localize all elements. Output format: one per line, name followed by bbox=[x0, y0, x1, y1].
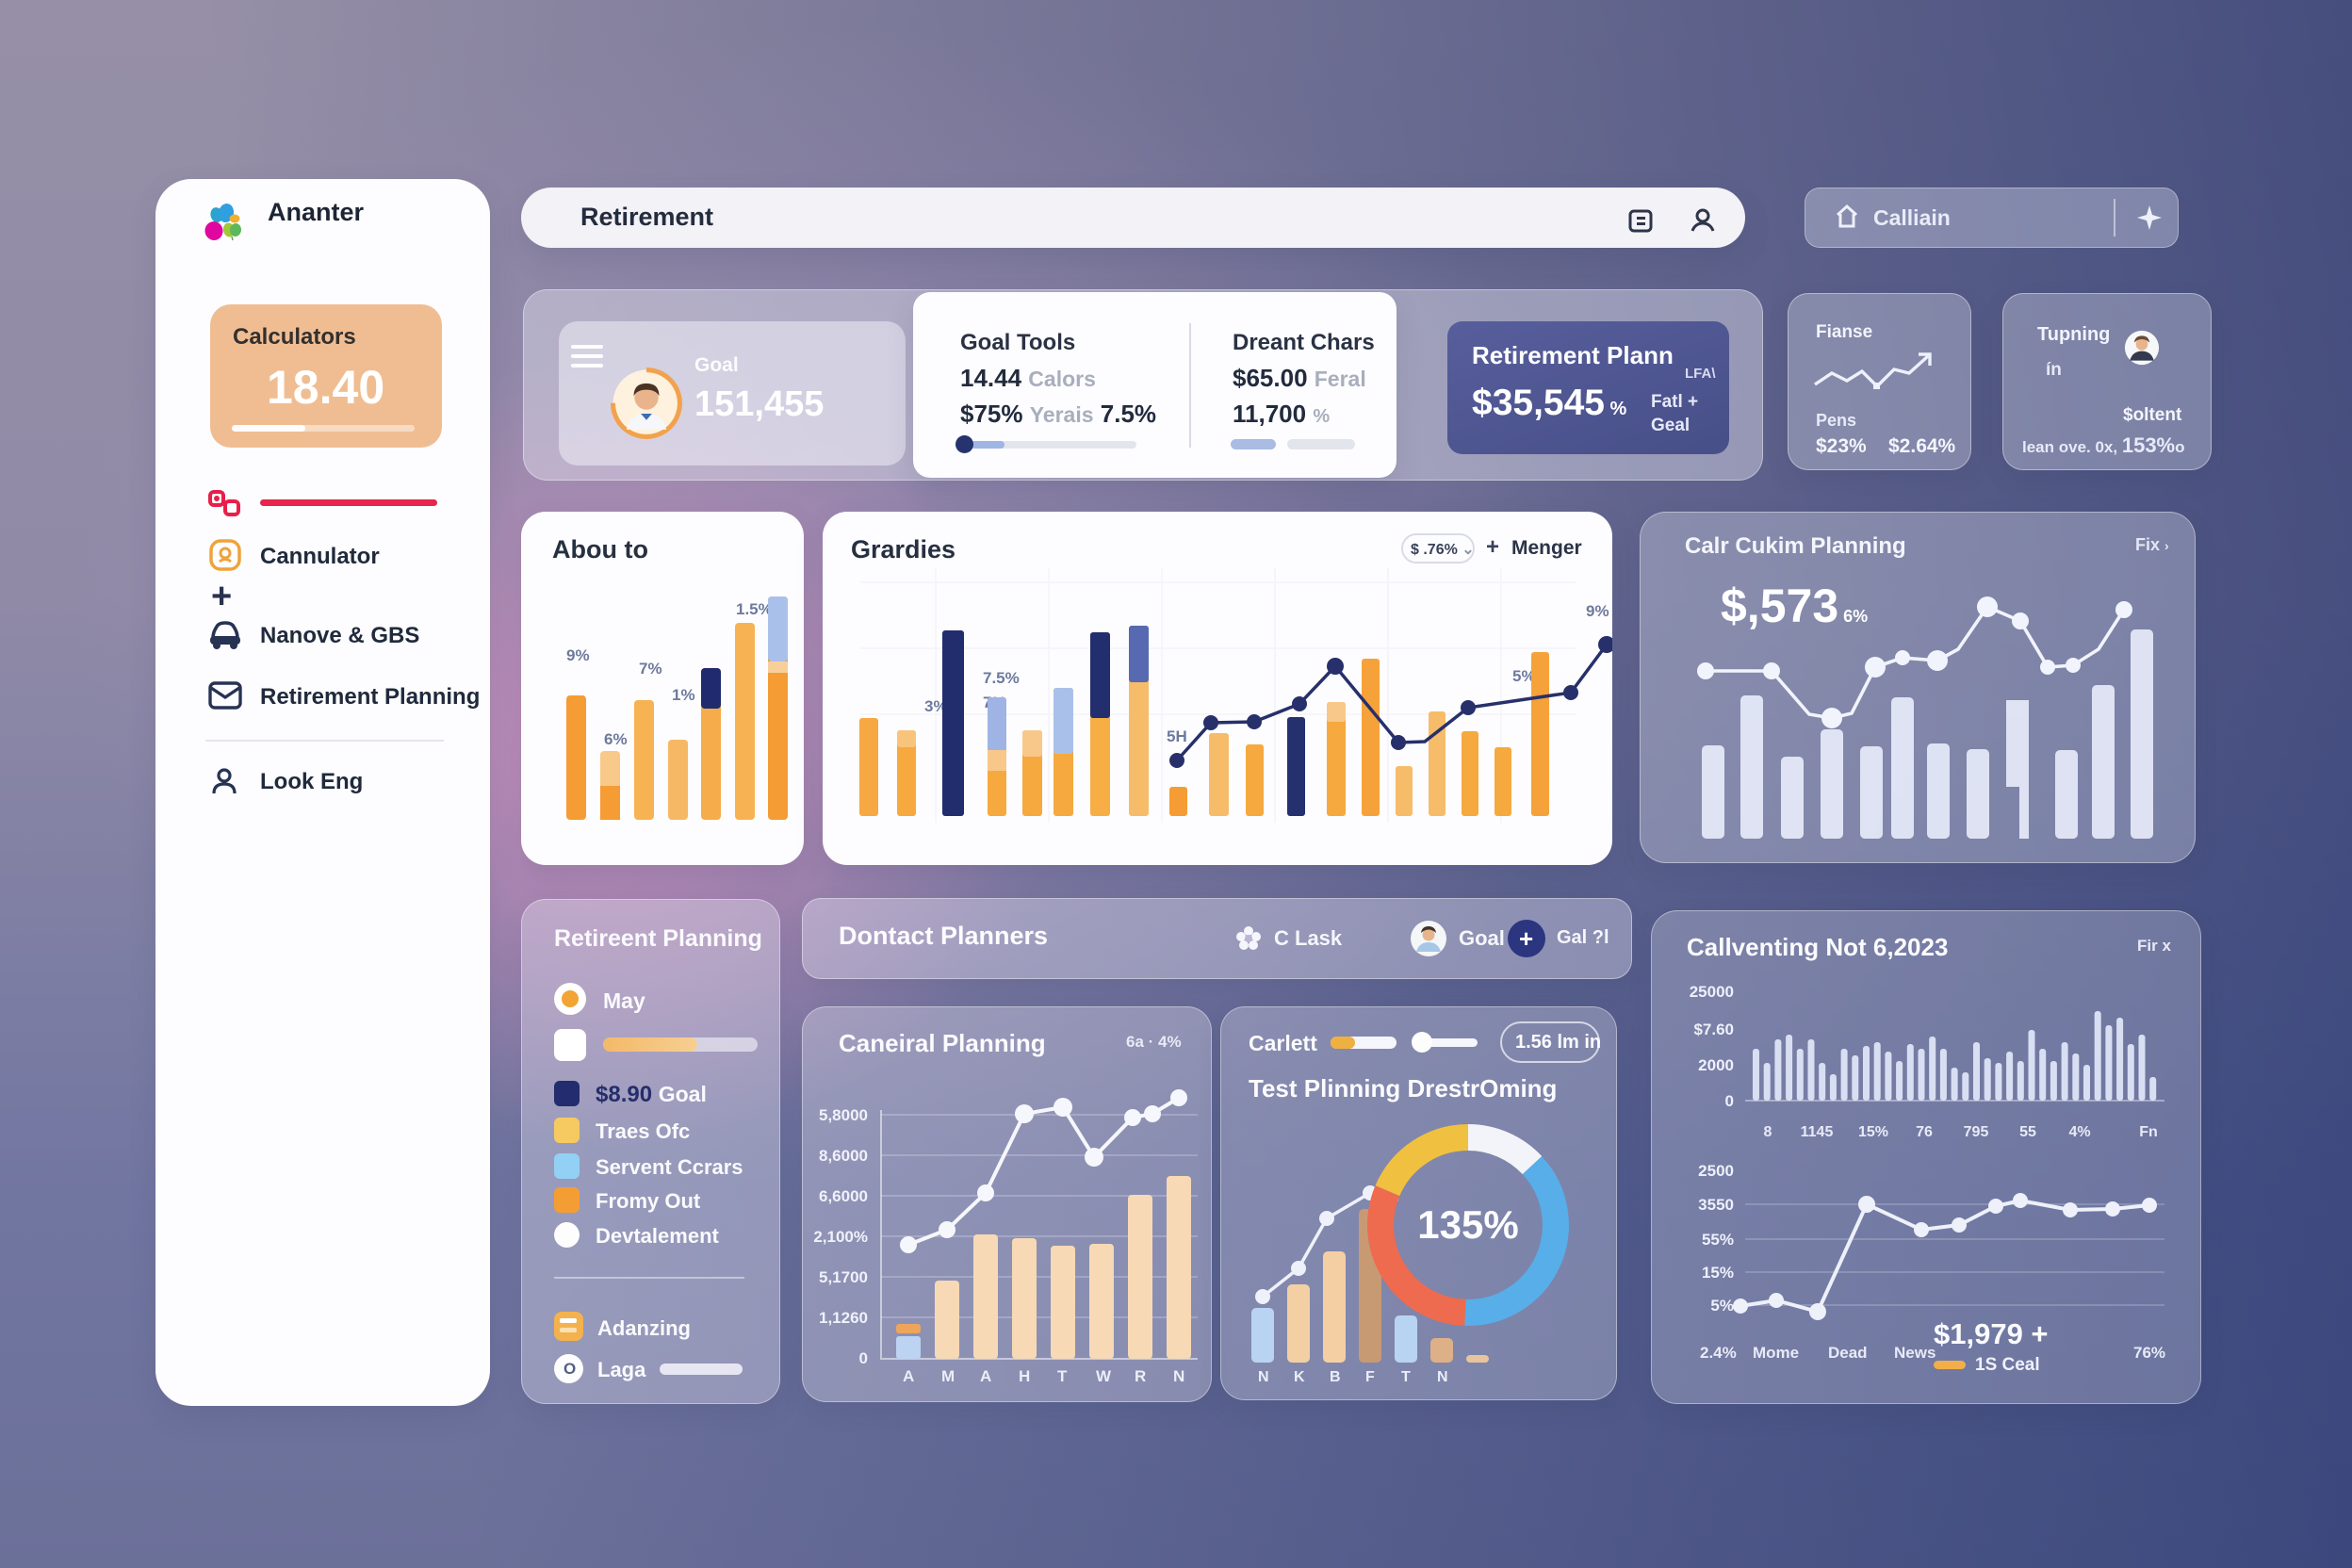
svg-text:9%: 9% bbox=[566, 646, 590, 664]
svg-text:W: W bbox=[1096, 1367, 1112, 1385]
svg-text:0: 0 bbox=[859, 1349, 868, 1367]
svg-text:N: N bbox=[1173, 1367, 1184, 1385]
svg-text:B: B bbox=[1330, 1369, 1341, 1385]
svg-text:6,6000: 6,6000 bbox=[819, 1187, 868, 1205]
svg-text:1S Ceal: 1S Ceal bbox=[1975, 1355, 2040, 1375]
svg-text:1%: 1% bbox=[672, 686, 695, 704]
svg-text:5,1700: 5,1700 bbox=[819, 1268, 868, 1286]
svg-text:$1,979 +: $1,979 + bbox=[1934, 1317, 2049, 1350]
svg-text:7%: 7% bbox=[639, 660, 662, 678]
svg-text:2000: 2000 bbox=[1698, 1056, 1734, 1074]
svg-text:135%: 135% bbox=[1417, 1202, 1518, 1247]
svg-text:9%: 9% bbox=[1586, 602, 1609, 620]
svg-text:N: N bbox=[1437, 1369, 1448, 1385]
svg-text:F: F bbox=[1365, 1369, 1375, 1385]
svg-text:T: T bbox=[1057, 1367, 1068, 1385]
svg-text:4%: 4% bbox=[2068, 1124, 2090, 1140]
svg-text:5,8000: 5,8000 bbox=[819, 1106, 868, 1124]
svg-text:6%: 6% bbox=[604, 730, 628, 748]
svg-text:2500: 2500 bbox=[1698, 1162, 1734, 1180]
svg-text:A: A bbox=[980, 1367, 991, 1385]
svg-text:News: News bbox=[1894, 1344, 1936, 1362]
svg-text:5%: 5% bbox=[1512, 667, 1536, 685]
svg-text:7.5%: 7.5% bbox=[983, 669, 1020, 687]
svg-text:55: 55 bbox=[2019, 1124, 2036, 1140]
svg-text:5H: 5H bbox=[1167, 727, 1187, 745]
svg-text:3%: 3% bbox=[924, 697, 948, 715]
svg-text:1145: 1145 bbox=[1801, 1124, 1834, 1140]
svg-text:3550: 3550 bbox=[1698, 1196, 1734, 1214]
svg-text:N: N bbox=[1258, 1369, 1269, 1385]
svg-text:25000: 25000 bbox=[1690, 983, 1734, 1001]
svg-text:15%: 15% bbox=[1858, 1124, 1888, 1140]
svg-text:K: K bbox=[1294, 1369, 1305, 1385]
svg-text:A: A bbox=[903, 1367, 914, 1385]
svg-text:5%: 5% bbox=[1710, 1297, 1734, 1315]
svg-text:H: H bbox=[1019, 1367, 1030, 1385]
svg-text:15%: 15% bbox=[1702, 1264, 1734, 1282]
svg-text:R: R bbox=[1135, 1367, 1146, 1385]
svg-text:55%: 55% bbox=[1702, 1231, 1734, 1249]
svg-text:795: 795 bbox=[1964, 1124, 1989, 1140]
svg-text:1,1260: 1,1260 bbox=[819, 1309, 868, 1327]
svg-text:8: 8 bbox=[1764, 1124, 1772, 1140]
svg-text:$7.60: $7.60 bbox=[1693, 1021, 1734, 1038]
svg-text:Mome: Mome bbox=[1753, 1344, 1799, 1362]
svg-text:M: M bbox=[941, 1367, 955, 1385]
svg-text:0: 0 bbox=[1725, 1092, 1734, 1110]
svg-text:76: 76 bbox=[1916, 1124, 1933, 1140]
svg-text:8,6000: 8,6000 bbox=[819, 1147, 868, 1165]
svg-text:76%: 76% bbox=[2133, 1344, 2165, 1362]
svg-text:2,100%: 2,100% bbox=[813, 1228, 868, 1246]
svg-text:Dead: Dead bbox=[1828, 1344, 1868, 1362]
svg-text:1.5%: 1.5% bbox=[736, 600, 773, 618]
svg-text:T: T bbox=[1401, 1369, 1411, 1385]
svg-text:Fn: Fn bbox=[2139, 1124, 2158, 1140]
svg-text:2.4%: 2.4% bbox=[1700, 1344, 1737, 1362]
